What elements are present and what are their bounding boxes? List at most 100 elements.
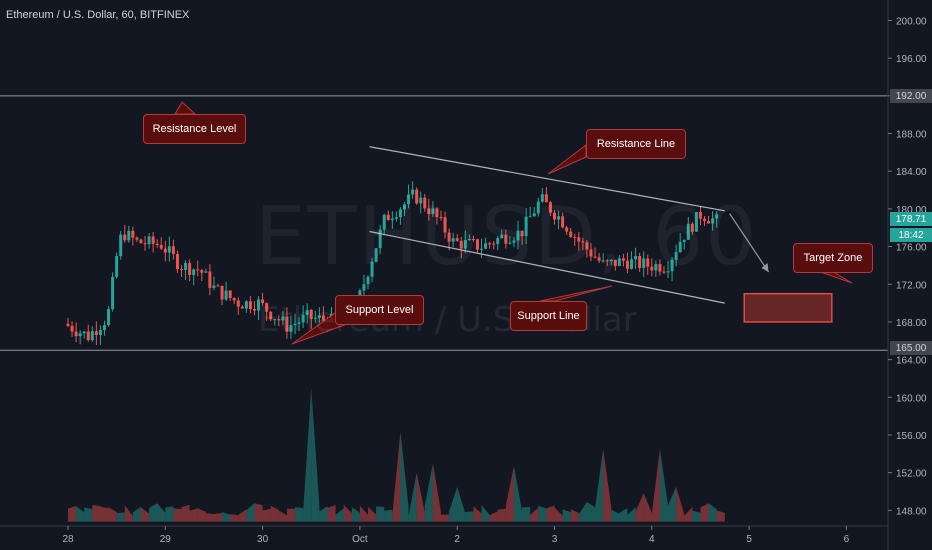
candle-body [447,232,451,242]
candle-body [293,323,297,326]
candle-body [427,208,431,215]
callout-resistance-level[interactable]: Resistance Level [143,114,246,144]
x-tick-label: 30 [257,534,269,545]
volume-segment [659,448,669,522]
volume-segment [513,465,523,522]
callout-support-level[interactable]: Support Level [335,295,424,325]
volume-segment [432,463,441,522]
volume-segment [400,431,409,522]
candle-body [459,240,463,249]
volume-segment [368,506,377,522]
candle-body [625,260,629,269]
candle-body [670,259,674,272]
candle-body [613,259,617,266]
candle-body [382,214,386,230]
candle-body [561,216,565,228]
y-tick-label: 184.00 [896,167,927,178]
volume-segment [651,448,660,522]
y-tick-label: 156.00 [896,431,927,442]
volume-segment [538,505,547,522]
candle-body [212,285,216,288]
candle-body [196,269,200,271]
volume-segment [384,509,393,522]
x-tick-label: 5 [746,534,752,545]
volume-segment [100,506,109,522]
callout-support-line[interactable]: Support Line [510,301,587,331]
y-tick-label: 148.00 [896,506,927,517]
callout-pointer [174,101,197,115]
volume-segment [116,512,125,522]
candle-body [236,300,240,307]
candle-body [650,266,654,271]
candle-body [321,315,325,321]
y-tick-label: 152.00 [896,469,927,480]
callout-target-zone[interactable]: Target Zone [793,243,873,273]
volume-segment [676,486,685,522]
candle-body [553,212,556,220]
volume-segment [408,472,417,522]
candle-body [634,256,638,260]
candle-body [419,197,423,204]
candle-body [467,239,471,241]
target-zone-box [743,292,833,323]
candle-body [488,243,492,245]
candle-body [569,231,573,237]
callout-resistance-line[interactable]: Resistance Line [586,129,686,159]
volume-segment [351,507,360,522]
candle-body [431,208,435,215]
candle-body [654,264,658,271]
candle-body [90,331,94,341]
candle-body [593,256,597,258]
candle-body [378,229,382,249]
candle-body [480,248,484,250]
candle-body [301,314,305,323]
candle-body [678,241,682,253]
volume-segment [668,486,677,522]
candle-body [532,213,536,217]
candle-body [171,246,175,254]
candle-body [415,189,419,204]
volume-segment [327,504,336,522]
candle-body [504,234,508,244]
candle-body [78,333,82,337]
candle-body [135,237,139,240]
candle-body [512,240,516,243]
candle-body [492,243,496,245]
candle-body [690,223,694,232]
candle-body [204,271,208,273]
candle-body [86,331,90,341]
volume-segment [213,512,223,522]
candle-body [609,259,613,262]
candle-body [200,270,204,273]
x-tick-label: 2 [454,534,460,545]
volume-segment [505,465,514,522]
x-tick-label: 6 [844,534,850,545]
candle-body [143,243,147,245]
candle-body [248,301,252,309]
countdown-tag: 18:42 [890,228,932,242]
candle-body [715,214,719,219]
projection-arrow-head [761,263,769,273]
candle-body [682,239,686,242]
volume-segment [530,507,539,522]
candle-body [455,238,459,241]
candle-body [638,256,642,268]
volume-segment [262,508,271,522]
volume-segment [359,505,369,522]
candle-body [252,308,256,311]
y-tick-label: 164.00 [896,356,927,367]
volume-segment [643,493,652,522]
candle-body [224,290,228,300]
volume-segment [473,506,482,522]
candle-body [297,322,301,324]
price-tag-current: 178.71 [890,212,932,226]
x-tick-label: 4 [649,534,655,545]
channel-lines [174,101,853,345]
candle-body [167,246,171,253]
volume-segment [319,506,328,522]
candle-body [317,315,321,318]
candle-body [496,238,500,244]
candle-body [394,217,398,219]
volume-segment [286,508,296,522]
candle-body [281,316,285,321]
